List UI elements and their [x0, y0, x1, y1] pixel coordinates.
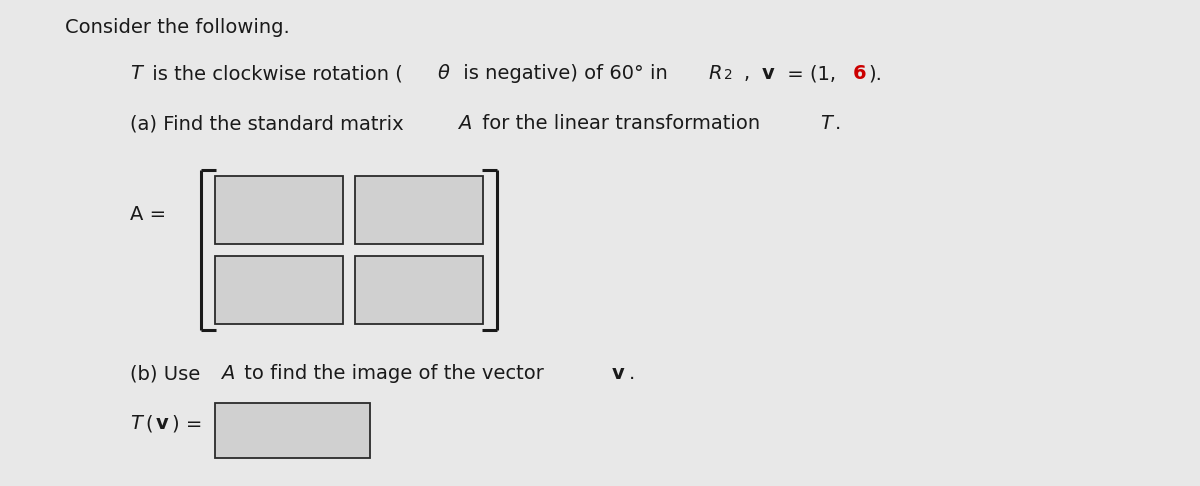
Text: ,: , — [744, 64, 756, 83]
Text: (b) Use: (b) Use — [130, 364, 206, 383]
Text: (: ( — [145, 414, 154, 433]
Text: v: v — [156, 414, 168, 433]
Text: (a) Find the standard matrix: (a) Find the standard matrix — [130, 114, 410, 133]
Text: = (1,: = (1, — [780, 64, 841, 83]
Bar — [355, 256, 482, 324]
Text: ) =: ) = — [172, 414, 202, 433]
Text: A: A — [222, 364, 235, 383]
Text: .: . — [629, 364, 635, 383]
Text: for the linear transformation: for the linear transformation — [475, 114, 766, 133]
Text: v: v — [762, 64, 774, 83]
Bar — [215, 403, 370, 458]
Text: ).: ). — [868, 64, 882, 83]
Bar — [215, 256, 343, 324]
Text: to find the image of the vector: to find the image of the vector — [239, 364, 551, 383]
Bar — [355, 176, 482, 244]
Text: 2: 2 — [724, 68, 733, 82]
Text: θ: θ — [438, 64, 449, 83]
Text: is the clockwise rotation (: is the clockwise rotation ( — [145, 64, 402, 83]
Text: A: A — [458, 114, 472, 133]
Bar — [215, 176, 343, 244]
Text: v: v — [612, 364, 624, 383]
Text: T: T — [130, 414, 142, 433]
Text: is negative) of 60° in: is negative) of 60° in — [456, 64, 673, 83]
Text: T: T — [821, 114, 833, 133]
Text: Consider the following.: Consider the following. — [65, 18, 289, 37]
Text: .: . — [834, 114, 841, 133]
Text: 6: 6 — [852, 64, 866, 83]
Text: R: R — [708, 64, 722, 83]
Text: A =: A = — [130, 205, 166, 224]
Text: T: T — [130, 64, 142, 83]
